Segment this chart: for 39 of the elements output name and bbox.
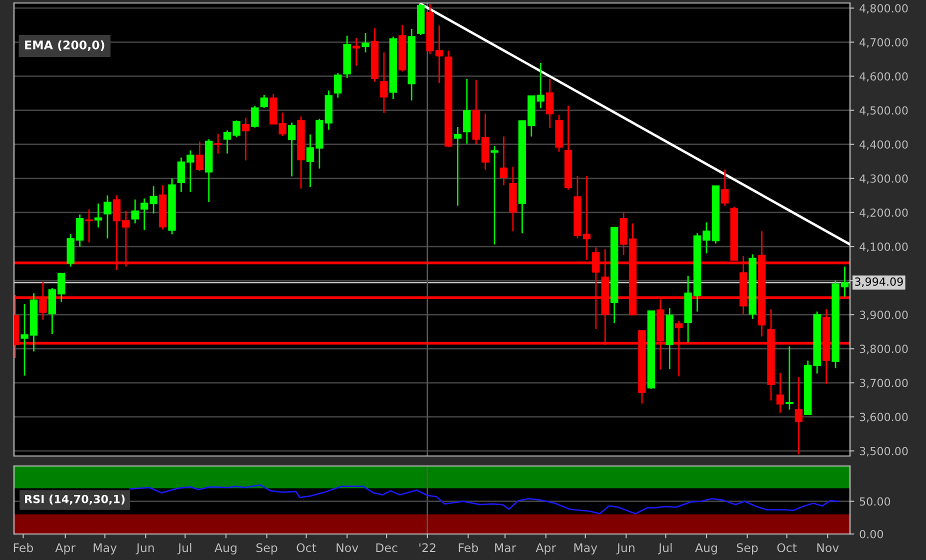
x-tick-label: Aug xyxy=(214,543,236,554)
y-tick-label: 4,700.00 xyxy=(860,38,908,48)
x-tick-label: May xyxy=(574,543,598,554)
y-tick-label: 3,600.00 xyxy=(860,412,908,422)
x-tick-label: May xyxy=(94,543,117,554)
y-tick-label: 3,700.00 xyxy=(860,378,908,388)
x-tick-label: Sep xyxy=(256,543,278,554)
y-tick-label: 3,800.00 xyxy=(860,344,908,354)
x-tick-label: Nov xyxy=(817,543,839,552)
y-tick-label: 0.00 xyxy=(860,530,884,538)
x-tick-label: Jun xyxy=(136,543,154,554)
x-tick-label: Nov xyxy=(336,543,358,552)
y-tick-label: 3,500.00 xyxy=(860,446,908,456)
y-tick-label: 3,900.00 xyxy=(860,310,908,320)
x-tick-label: Jul xyxy=(658,543,672,554)
y-tick-label: 4,200.00 xyxy=(860,208,908,218)
y-tick-label: 4,800.00 xyxy=(860,4,908,14)
annotation: EMA (200,0) xyxy=(25,40,104,51)
x-tick-label: Aug xyxy=(695,543,717,554)
x-tick-label: Oct xyxy=(296,543,316,552)
x-tick-label: Jul xyxy=(177,543,192,554)
x-tick-label: Feb xyxy=(14,543,34,552)
x-tick-label: Mar xyxy=(495,543,516,552)
y-tick-label: 4,400.00 xyxy=(860,140,908,150)
x-tick-label: '22 xyxy=(419,543,436,552)
y-tick-label: 4,500.00 xyxy=(860,106,908,116)
x-tick-label: Jun xyxy=(616,543,634,554)
x-tick-label: Dec xyxy=(376,543,398,552)
x-tick-label: Oct xyxy=(777,543,797,552)
y-tick-label: 4,300.00 xyxy=(860,174,908,184)
x-tick-label: Feb xyxy=(458,543,478,552)
y-tick-label: 4,100.00 xyxy=(860,242,908,252)
text: RSI (14,70,30,1) xyxy=(25,494,125,505)
y-tick-label: 50.00 xyxy=(860,497,890,506)
x-tick-label: Apr xyxy=(55,543,76,554)
x-tick-label: Apr xyxy=(536,543,556,554)
ref-line-label: 3,994.09 xyxy=(855,277,903,287)
y-tick-label: 4,600.00 xyxy=(860,72,908,82)
x-tick-label: Sep xyxy=(736,543,758,554)
